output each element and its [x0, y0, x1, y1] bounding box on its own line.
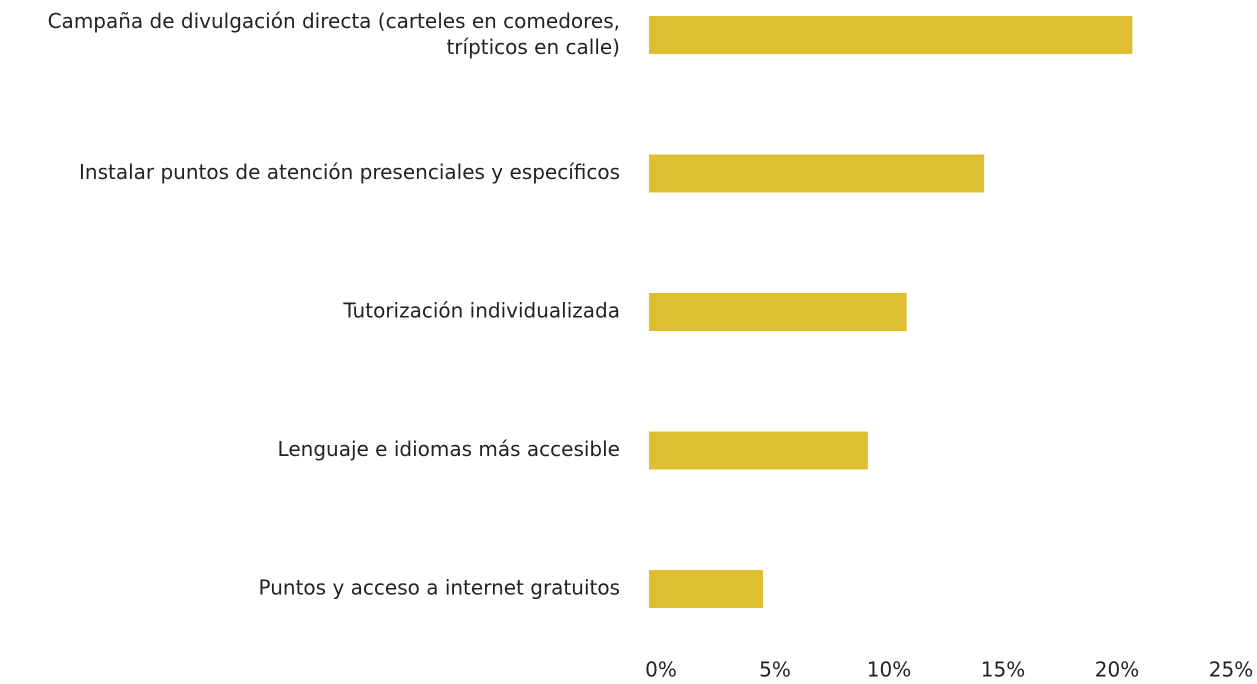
bar	[649, 154, 985, 193]
x-tick-label: 5%	[759, 658, 791, 682]
x-tick-label: 10%	[867, 658, 911, 682]
y-tick-label: Puntos y acceso a internet gratuitos	[259, 576, 620, 600]
x-tick-label: 20%	[1095, 658, 1139, 682]
y-tick-label: Tutorización individualizada	[342, 299, 620, 323]
x-tick-label: 0%	[645, 658, 677, 682]
y-tick-label: Campaña de divulgación directa (carteles…	[48, 9, 620, 59]
bar	[649, 16, 1133, 54]
y-tick-label: Lenguaje e idiomas más accesible	[278, 437, 620, 461]
bar	[649, 570, 763, 608]
y-tick-label: Instalar puntos de atención presenciales…	[79, 160, 620, 184]
bar	[649, 431, 868, 470]
x-tick-label: 25%	[1209, 658, 1253, 682]
bar	[649, 293, 907, 331]
x-tick-label: 15%	[981, 658, 1025, 682]
